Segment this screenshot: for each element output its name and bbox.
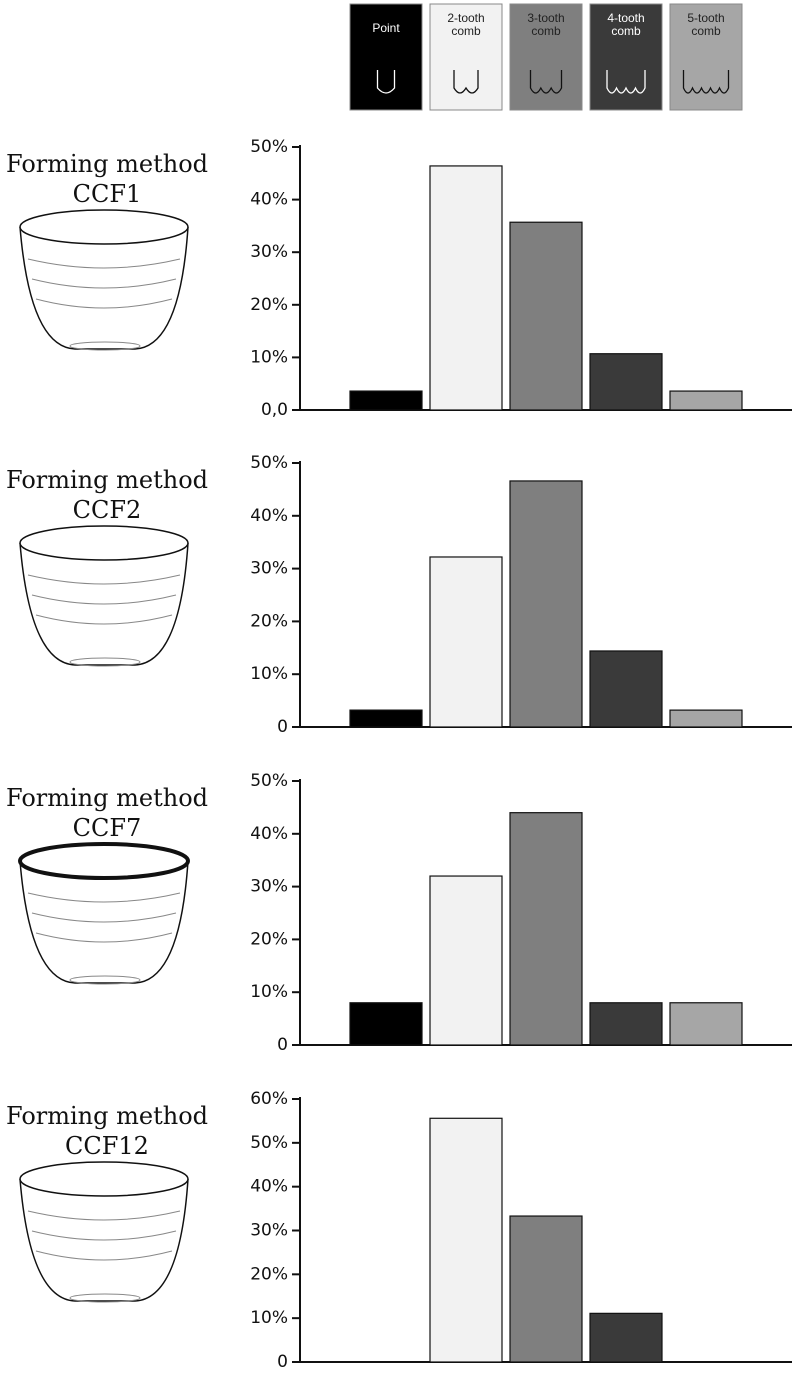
legend-label: 5-tooth comb bbox=[680, 12, 732, 38]
y-tick-label: 10% bbox=[250, 1308, 288, 1328]
y-tick-label: 50% bbox=[250, 137, 288, 157]
bar bbox=[430, 1118, 502, 1362]
y-tick-label: 0 bbox=[277, 1035, 288, 1055]
legend-label: 2-tooth comb bbox=[440, 12, 492, 38]
y-tick-label: 30% bbox=[250, 559, 288, 579]
chart-title: Forming method CCF2 bbox=[2, 465, 212, 525]
y-tick-label: 0 bbox=[277, 1352, 288, 1372]
bar bbox=[590, 1313, 662, 1362]
y-tick-label: 40% bbox=[250, 506, 288, 526]
y-tick-label: 20% bbox=[250, 1264, 288, 1284]
bar bbox=[510, 222, 582, 410]
bar bbox=[510, 1216, 582, 1362]
bar bbox=[430, 166, 502, 410]
y-tick-label: 10% bbox=[250, 664, 288, 684]
y-tick-label: 30% bbox=[250, 877, 288, 897]
y-tick-label: 30% bbox=[250, 242, 288, 262]
y-tick-label: 30% bbox=[250, 1221, 288, 1241]
bar bbox=[510, 813, 582, 1045]
chart-title: Forming method CCF1 bbox=[2, 149, 212, 209]
y-tick-label: 50% bbox=[250, 453, 288, 473]
figure: 0,0 10% 20% 30% 40% 50% 0 10% 20% 30% 40% 50% 0 10% 20… bbox=[0, 0, 792, 1374]
y-tick-label: 20% bbox=[250, 929, 288, 949]
y-tick-label: 40% bbox=[250, 190, 288, 210]
y-tick-label: 40% bbox=[250, 1177, 288, 1197]
bar bbox=[430, 557, 502, 727]
y-tick-label: 60% bbox=[250, 1089, 288, 1109]
bar bbox=[670, 1003, 742, 1045]
legend-label: Point bbox=[360, 22, 412, 35]
legend-label: 4-tooth comb bbox=[600, 12, 652, 38]
y-tick-label: 10% bbox=[250, 347, 288, 367]
y-tick-label: 10% bbox=[250, 982, 288, 1002]
bar bbox=[430, 876, 502, 1045]
bar bbox=[510, 481, 582, 727]
bar bbox=[590, 651, 662, 727]
bar bbox=[590, 354, 662, 410]
bar bbox=[670, 710, 742, 727]
y-tick-label: 40% bbox=[250, 824, 288, 844]
y-tick-label: 0,0 bbox=[261, 400, 288, 420]
bowl-rim bbox=[20, 526, 188, 560]
bowl-rim bbox=[20, 1162, 188, 1196]
bowl-rim bbox=[20, 844, 188, 878]
chart-title: Forming method CCF7 bbox=[2, 783, 212, 843]
legend-swatch bbox=[350, 4, 422, 110]
y-tick-label: 50% bbox=[250, 771, 288, 791]
y-tick-label: 50% bbox=[250, 1133, 288, 1153]
bar bbox=[350, 1003, 422, 1045]
legend-label: 3-tooth comb bbox=[520, 12, 572, 38]
bar bbox=[350, 710, 422, 727]
y-tick-label: 0 bbox=[277, 717, 288, 737]
y-tick-label: 20% bbox=[250, 611, 288, 631]
chart-title: Forming method CCF12 bbox=[2, 1101, 212, 1161]
bar bbox=[350, 391, 422, 410]
bar bbox=[590, 1003, 662, 1045]
y-tick-label: 20% bbox=[250, 295, 288, 315]
bar bbox=[670, 391, 742, 410]
bowl-rim bbox=[20, 210, 188, 244]
